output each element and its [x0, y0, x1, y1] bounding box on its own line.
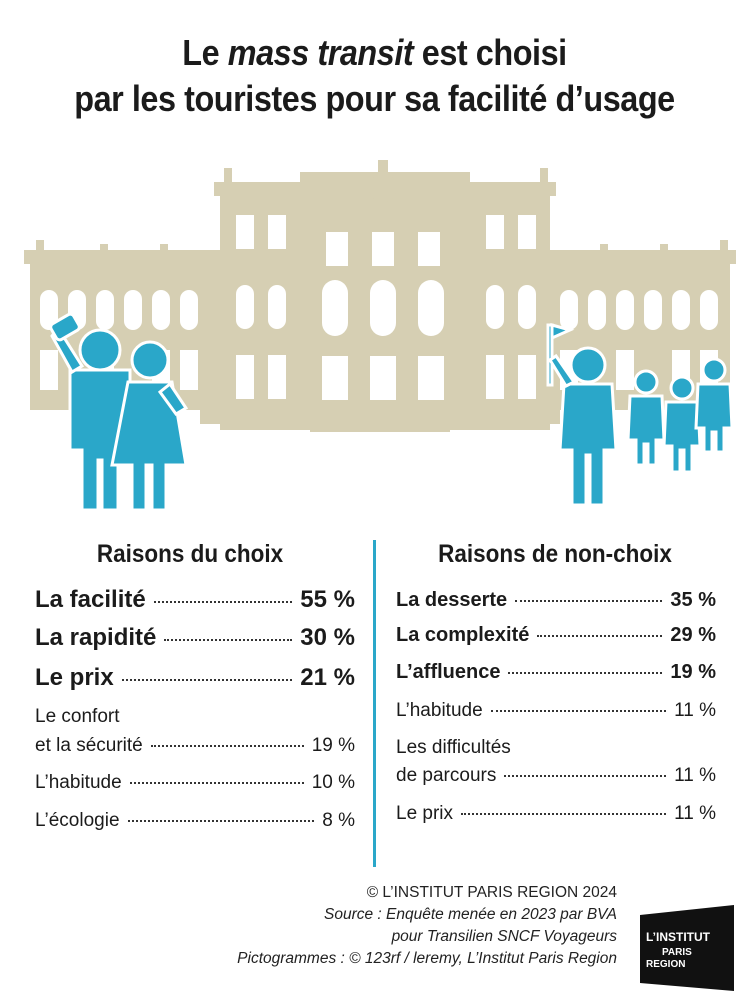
source-line-2: pour Transilien SNCF Voyageurs — [391, 928, 617, 945]
list-item: L’écologie 8 % — [35, 810, 355, 832]
item-label: L’habitude — [35, 772, 122, 793]
dotted-leader — [121, 679, 293, 681]
item-value: 10 % — [311, 772, 355, 793]
dotted-leader — [515, 600, 663, 602]
tour-guide-group-icon — [546, 323, 734, 507]
item-label-line1: Les difficultés — [396, 737, 511, 758]
item-label: Le prix — [35, 664, 114, 691]
item-label: et la sécurité — [35, 735, 143, 756]
item-label: L’écologie — [35, 810, 120, 831]
item-label: de parcours — [396, 765, 497, 786]
title-line-2: par les touristes pour sa facilité d’usa… — [74, 78, 675, 119]
title-line-1: Le mass transit est choisi — [37, 30, 711, 76]
item-value: 11 % — [674, 700, 716, 721]
source-line-1: Source : Enquête menée en 2023 par BVA — [324, 906, 617, 923]
credits: © L’INSTITUT PARIS REGION 2024 Source : … — [237, 882, 617, 970]
item-value: 19 % — [311, 735, 355, 756]
dotted-leader — [127, 820, 315, 822]
item-value: 29 % — [670, 624, 716, 646]
list-item: La complexité 29 % — [396, 624, 716, 647]
item-value: 55 % — [300, 586, 355, 613]
list-item: L’habitude 11 % — [396, 700, 716, 722]
item-label: La complexité — [396, 624, 530, 646]
palace-windows — [40, 215, 718, 400]
dotted-leader — [153, 601, 293, 603]
logo-text-line1: L’INSTITUT — [646, 930, 711, 944]
dotted-leader — [164, 639, 293, 641]
title-prefix: Le — [182, 32, 228, 73]
item-label: La desserte — [396, 589, 508, 611]
dotted-leader — [150, 745, 304, 747]
item-value: 30 % — [300, 624, 355, 651]
page-title: Le mass transit est choisi par les touri… — [37, 30, 711, 122]
institut-paris-region-logo: L’INSTITUT PARIS REGION — [640, 905, 734, 991]
dotted-leader — [537, 635, 663, 637]
list-item: La desserte 35 % — [396, 589, 716, 612]
logo-text-line3: REGION — [646, 959, 685, 970]
list-item: et la sécurité 19 % — [35, 735, 355, 757]
item-label: La facilité — [35, 586, 146, 613]
heading-raisons-du-choix: Raisons du choix — [96, 540, 284, 568]
item-value: 8 % — [322, 810, 355, 831]
item-value: 21 % — [300, 664, 355, 691]
logo-text-line2: PARIS — [662, 947, 692, 958]
item-value: 11 % — [674, 803, 716, 824]
column-divider — [373, 540, 376, 867]
item-label: La rapidité — [35, 624, 157, 651]
item-value: 35 % — [670, 589, 716, 611]
item-label: Le prix — [396, 803, 454, 824]
list-item: La facilité 55 % — [35, 586, 355, 614]
dotted-leader — [504, 775, 667, 777]
copyright-text: © L’INSTITUT PARIS REGION 2024 — [366, 884, 617, 901]
list-item: L’affluence 19 % — [396, 661, 716, 684]
tourist-couple-icon — [49, 312, 189, 512]
list-item: L’habitude 10 % — [35, 772, 355, 794]
item-label-line1: Le confort — [35, 706, 120, 727]
dotted-leader — [129, 782, 304, 784]
list-item: La rapidité 30 % — [35, 624, 355, 652]
heading-raisons-de-non-choix: Raisons de non-choix — [438, 540, 672, 568]
dotted-leader — [508, 672, 663, 674]
list-item: de parcours 11 % — [396, 765, 716, 787]
dotted-leader — [461, 813, 667, 815]
item-label: L’affluence — [396, 661, 501, 683]
item-value: 19 % — [670, 661, 716, 683]
item-label: L’habitude — [396, 700, 483, 721]
illustration — [24, 160, 736, 512]
dotted-leader — [490, 710, 667, 712]
list-item: Le prix 21 % — [35, 664, 355, 692]
title-emphasis: mass transit — [227, 32, 414, 73]
pictograms-credit: Pictogrammes : © 123rf / leremy, L’Insti… — [237, 950, 617, 967]
title-suffix: est choisi — [413, 32, 567, 73]
item-value: 11 % — [674, 765, 716, 786]
list-item: Le prix 11 % — [396, 803, 716, 825]
